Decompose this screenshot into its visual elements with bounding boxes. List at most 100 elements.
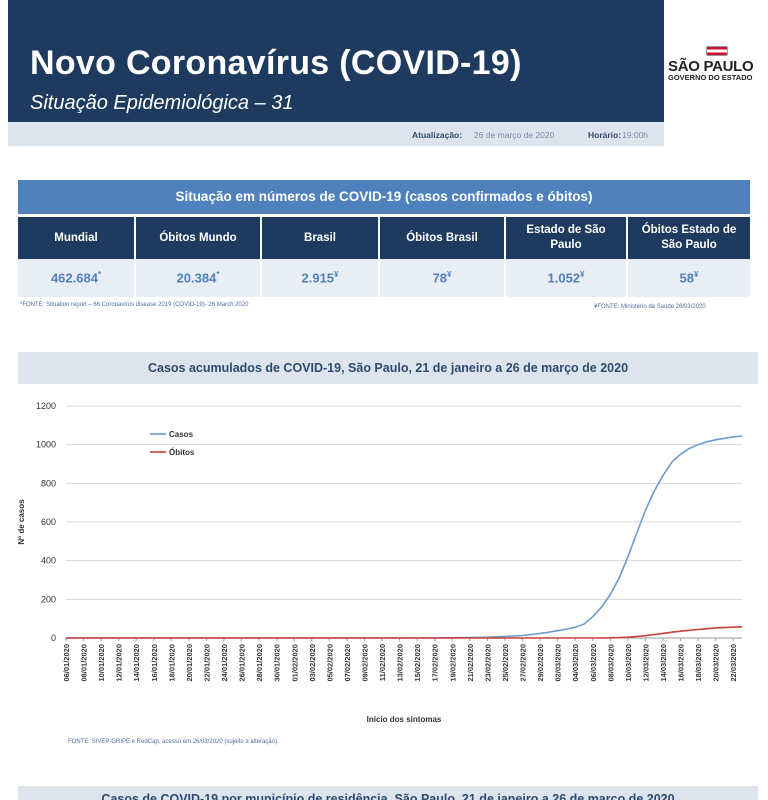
- x-tick-label: 06/03/2020: [589, 644, 598, 682]
- col-header-obitos-mundo: Óbitos Mundo: [136, 217, 260, 259]
- x-tick-label: 30/01/2020: [273, 644, 282, 682]
- numbers-table-title: Situação em números de COVID-19 (casos c…: [18, 180, 750, 214]
- y-tick-label: 200: [41, 594, 56, 604]
- y-axis-label: Nº de casos: [17, 499, 26, 545]
- x-tick-label: 22/01/2020: [202, 644, 211, 682]
- value-estado-sp-number: 1.052: [547, 270, 581, 286]
- series-line-casos: [66, 435, 743, 639]
- update-time-label: Horário:: [588, 130, 622, 140]
- x-tick-label: 13/02/2020: [396, 644, 405, 682]
- x-tick-label: 26/01/2020: [238, 644, 247, 682]
- next-section-title: Casos de COVID-19 por município de resid…: [101, 792, 675, 800]
- col-header-obitos-brasil: Óbitos Brasil: [380, 217, 504, 259]
- value-obitos-sp: 58¥: [628, 259, 750, 297]
- x-tick-label: 10/01/2020: [97, 644, 106, 682]
- x-tick-label: 16/01/2020: [150, 644, 159, 682]
- flag-icon: [706, 46, 728, 56]
- value-brasil-number: 2.915: [301, 270, 335, 286]
- chart-source-note: FONTE: SIVEP-GRIPE e RedCap, acesso em 2…: [68, 739, 279, 745]
- cases-line-chart: 0 200 400 600 800 1000 1200 06/01/2020 08/01/20…: [17, 401, 743, 724]
- x-tick-label: 12/03/2020: [641, 644, 650, 682]
- x-axis-label: Início dos sintomas: [367, 715, 442, 724]
- update-date-label: Atualização:: [412, 130, 463, 140]
- value-obitos-sp-number: 58: [679, 270, 694, 286]
- table-footnote-right: ¥FONTE: Ministério da Saúde 26/03/2020: [594, 304, 706, 310]
- x-tick-label: 18/01/2020: [167, 644, 176, 682]
- x-tick-label: 20/01/2020: [185, 644, 194, 682]
- value-mundial-number: 462.684: [50, 270, 98, 286]
- next-section-bar: Casos de COVID-19 por município de resid…: [18, 786, 758, 800]
- update-bar: Atualização: 26 de março de 2020 Horário…: [8, 122, 664, 146]
- update-date-value: 26 de março de 2020: [474, 130, 555, 140]
- x-tick-label: 25/02/2020: [501, 644, 510, 682]
- x-tick-label: 07/02/2020: [343, 644, 352, 682]
- value-obitos-brasil-number: 78: [432, 270, 447, 286]
- logo-sub-text: GOVERNO DO ESTADO: [668, 73, 753, 82]
- x-tick-label: 12/01/2020: [115, 644, 124, 682]
- value-brasil-mark: ¥: [334, 270, 339, 279]
- x-tick-label: 11/02/2020: [378, 644, 387, 681]
- y-tick-labels: 0 200 400 600 800 1000 1200: [36, 401, 56, 643]
- x-tick-label: 16/03/2020: [677, 644, 686, 682]
- x-tick-label: 20/03/2020: [712, 644, 721, 682]
- col-header-estado-sp: Estado de São Paulo: [506, 217, 626, 259]
- x-tick-label: 21/02/2020: [466, 644, 475, 682]
- value-obitos-mundo-mark: *: [216, 270, 220, 279]
- value-mundial: 462.684*: [18, 259, 134, 297]
- legend-label: Casos: [169, 430, 194, 439]
- x-tick-label: 22/03/2020: [729, 644, 738, 682]
- x-tick-label: 24/01/2020: [220, 644, 229, 682]
- x-tick-label: 09/02/2020: [360, 644, 369, 682]
- value-obitos-mundo-number: 20.384: [176, 270, 217, 286]
- x-tick-label: 08/01/2020: [80, 644, 89, 682]
- logo-main-text: SÃO PAULO: [668, 58, 754, 75]
- col-header-obitos-sp: Óbitos Estado de São Paulo: [628, 217, 750, 259]
- x-tick-labels: 06/01/2020 08/01/2020 10/01/2020 12/01/2020…: [62, 638, 738, 682]
- value-brasil: 2.915¥: [262, 259, 378, 297]
- x-tick-label: 04/03/2020: [571, 644, 580, 682]
- x-tick-label: 29/02/2020: [536, 644, 545, 682]
- value-obitos-brasil: 78¥: [380, 259, 504, 297]
- header-banner: Novo Coronavírus (COVID-19) Situação Epi…: [8, 0, 664, 122]
- value-obitos-mundo: 20.384*: [136, 259, 260, 297]
- x-tick-label: 05/02/2020: [325, 644, 334, 682]
- x-tick-label: 08/03/2020: [606, 644, 615, 682]
- x-tick-label: 15/02/2020: [413, 644, 422, 682]
- x-tick-label: 14/01/2020: [132, 644, 141, 682]
- x-tick-label: 17/02/2020: [431, 644, 440, 682]
- x-tick-label: 19/02/2020: [448, 644, 457, 682]
- page-title: Novo Coronavírus (COVID-19): [30, 44, 522, 82]
- table-footnote-left: *FONTE: Situation report – 66 Coronaviru…: [20, 302, 249, 308]
- col-header-brasil: Brasil: [262, 217, 378, 259]
- update-time-value: 19:00h: [622, 130, 648, 140]
- x-tick-label: 03/02/2020: [308, 644, 317, 682]
- x-tick-label: 27/02/2020: [519, 644, 528, 682]
- page-subtitle: Situação Epidemiológica – 31: [30, 92, 294, 114]
- y-tick-label: 1000: [36, 440, 56, 450]
- y-tick-label: 400: [41, 556, 56, 566]
- chart-legend: Casos Óbitos: [150, 430, 195, 457]
- y-tick-label: 0: [51, 633, 56, 643]
- value-mundial-mark: *: [97, 270, 102, 279]
- chart-title: Casos acumulados de COVID-19, São Paulo,…: [18, 352, 758, 384]
- legend-label: Óbitos: [169, 448, 195, 457]
- x-tick-label: 01/02/2020: [290, 644, 299, 682]
- x-tick-label: 14/03/2020: [659, 644, 668, 682]
- y-tick-label: 800: [41, 478, 56, 488]
- y-tick-label: 600: [41, 517, 56, 527]
- x-tick-label: 18/03/2020: [694, 644, 703, 682]
- x-tick-label: 28/01/2020: [255, 644, 264, 682]
- x-tick-label: 10/03/2020: [624, 644, 633, 682]
- x-tick-label: 23/02/2020: [483, 644, 492, 682]
- x-tick-label: 02/03/2020: [554, 644, 563, 682]
- col-header-mundial: Mundial: [18, 217, 134, 259]
- value-estado-sp: 1.052¥: [506, 259, 626, 297]
- value-estado-sp-mark: ¥: [580, 270, 585, 279]
- x-tick-label: 06/01/2020: [62, 644, 71, 682]
- sao-paulo-logo: SÃO PAULO GOVERNO DO ESTADO: [668, 46, 762, 86]
- series-line-obitos: [66, 626, 743, 639]
- value-obitos-brasil-mark: ¥: [447, 270, 452, 279]
- value-obitos-sp-mark: ¥: [694, 270, 699, 279]
- chart-series: [66, 435, 743, 639]
- y-tick-label: 1200: [36, 401, 56, 411]
